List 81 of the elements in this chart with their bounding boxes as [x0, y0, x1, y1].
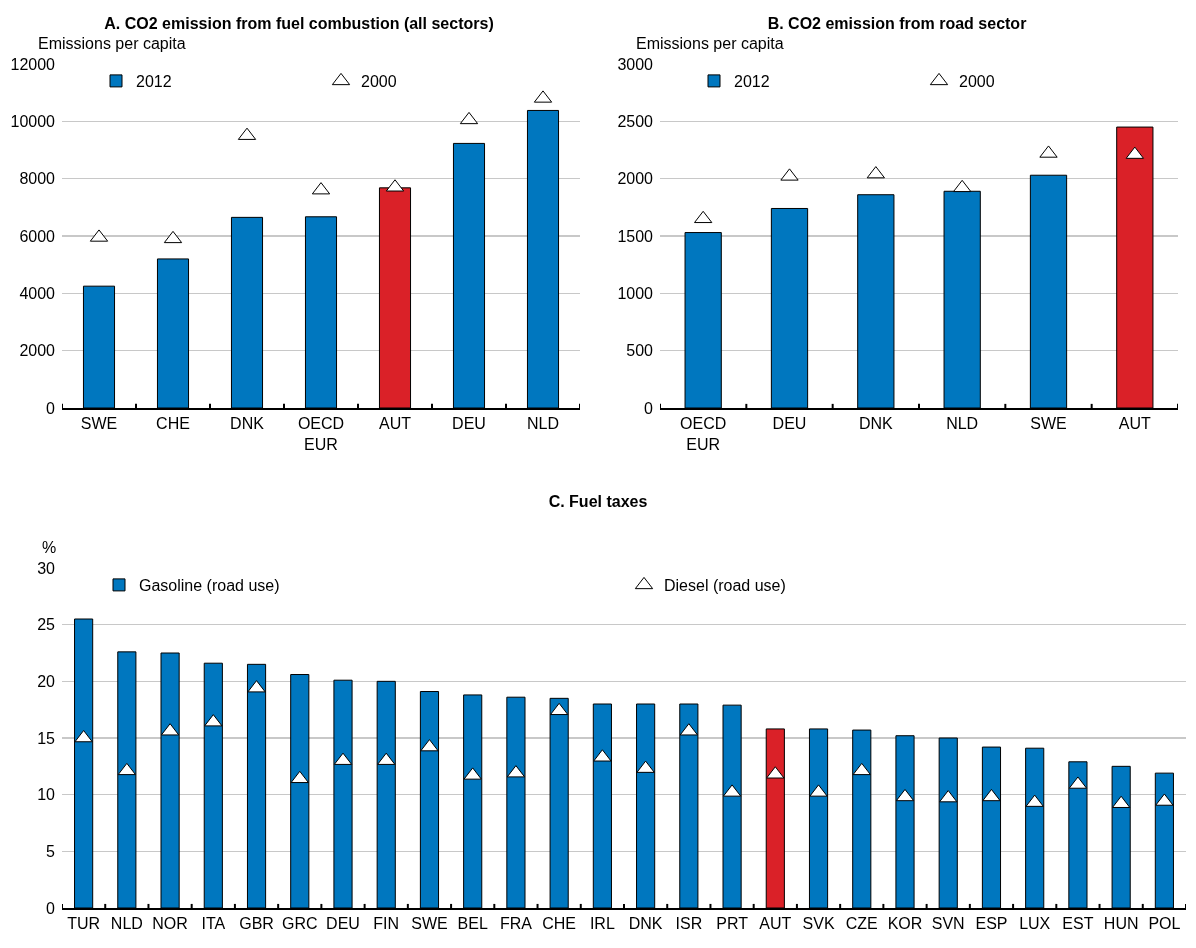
- x-tick-label: OECD EUR: [297, 415, 345, 453]
- y-tick-label: 1500: [617, 227, 654, 245]
- point: [117, 762, 137, 776]
- x-tick-label: EST: [1062, 915, 1094, 933]
- x-tick-label: NOR: [152, 915, 188, 933]
- x-tick-label: CZE: [845, 915, 878, 933]
- x-tick-label: KOR: [887, 915, 923, 933]
- x-tick-label: HUN: [1103, 915, 1139, 933]
- y-tick-label: 20: [37, 672, 56, 690]
- y-tick-label: 0: [644, 399, 654, 417]
- y-tick-label: 3000: [617, 55, 654, 73]
- x-tick-label: ESP: [975, 915, 1008, 933]
- point: [895, 788, 915, 802]
- y-tick-label: 12000: [10, 55, 56, 73]
- x-tick-label: NLD: [526, 415, 560, 433]
- x-tick-label: GRC: [281, 915, 318, 933]
- x-tick-label: SWE: [80, 415, 118, 433]
- y-tick-label: 0: [46, 899, 56, 917]
- point: [852, 762, 871, 776]
- x-tick-label: IRL: [589, 915, 615, 933]
- y-axis-title: Emissions per capita: [38, 35, 186, 52]
- y-tick-label: 10000: [10, 112, 56, 130]
- x-tick-label: LUX: [1019, 915, 1051, 933]
- x-tick-label: DEU: [326, 915, 360, 933]
- y-tick-label: 10: [37, 786, 56, 804]
- x-tick-label: ITA: [201, 915, 226, 933]
- point: [163, 230, 183, 244]
- x-tick-label: BEL: [457, 915, 488, 933]
- x-tick-label: DNK: [230, 415, 265, 433]
- x-tick-label: DNK: [628, 915, 663, 933]
- x-tick-label: SVN: [931, 915, 965, 933]
- x-tick-label: TUR: [67, 915, 101, 933]
- y-tick-label: 6000: [19, 227, 56, 245]
- x-tick-label: AUT: [379, 415, 412, 433]
- x-tick-label: NLD: [110, 915, 143, 933]
- y-tick-label: 8000: [19, 170, 56, 188]
- x-tick-label: DEU: [772, 415, 807, 433]
- legend-label: 2012: [136, 73, 172, 91]
- x-tick-label: CHE: [542, 915, 577, 933]
- legend-label: Gasoline (road use): [139, 577, 280, 595]
- x-tick-label: ISR: [675, 915, 703, 933]
- legend-label: 2000: [959, 73, 995, 91]
- y-tick-label: 15: [37, 729, 56, 747]
- y-tick-label: 2000: [617, 170, 654, 188]
- x-tick-label: SVK: [802, 915, 835, 933]
- x-tick-label: DEU: [452, 415, 486, 433]
- y-axis-title: %: [42, 539, 57, 556]
- x-tick-label: GBR: [239, 915, 274, 933]
- y-tick-label: 30: [37, 559, 56, 577]
- x-tick-label: OECD EUR: [680, 415, 727, 453]
- chart-title: C. Fuel taxes: [548, 493, 648, 511]
- chart-title: B. CO2 emission from road sector: [767, 15, 1027, 33]
- x-tick-label: SWE: [1030, 415, 1067, 433]
- point: [549, 702, 569, 716]
- x-tick-label: PRT: [716, 915, 749, 933]
- x-tick-label: AUT: [759, 915, 792, 933]
- y-tick-label: 2000: [19, 342, 56, 360]
- point: [982, 788, 1001, 802]
- y-tick-label: 2500: [617, 112, 654, 130]
- x-tick-label: CHE: [156, 415, 190, 433]
- x-tick-label: AUT: [1118, 415, 1152, 433]
- chart-title: A. CO2 emission from fuel combustion (all sectors): [104, 15, 494, 33]
- y-tick-label: 5: [46, 842, 56, 860]
- x-tick-label: DNK: [858, 415, 894, 433]
- legend-label: Diesel (road use): [664, 577, 786, 595]
- point: [290, 770, 309, 784]
- y-tick-label: 0: [46, 399, 56, 417]
- y-tick-label: 1000: [617, 284, 654, 302]
- legend-label: 2000: [361, 73, 397, 91]
- x-tick-label: POL: [1148, 915, 1181, 933]
- point: [953, 179, 972, 193]
- y-axis-title: Emissions per capita: [636, 35, 784, 52]
- point: [459, 111, 479, 125]
- y-tick-label: 25: [37, 616, 56, 634]
- x-tick-label: FRA: [499, 915, 533, 933]
- legend-label: 2012: [734, 73, 770, 91]
- x-tick-label: SWE: [411, 915, 448, 933]
- y-tick-label: 500: [626, 342, 654, 360]
- x-tick-label: NLD: [946, 415, 979, 433]
- y-tick-label: 4000: [19, 284, 56, 302]
- x-tick-label: FIN: [373, 915, 400, 933]
